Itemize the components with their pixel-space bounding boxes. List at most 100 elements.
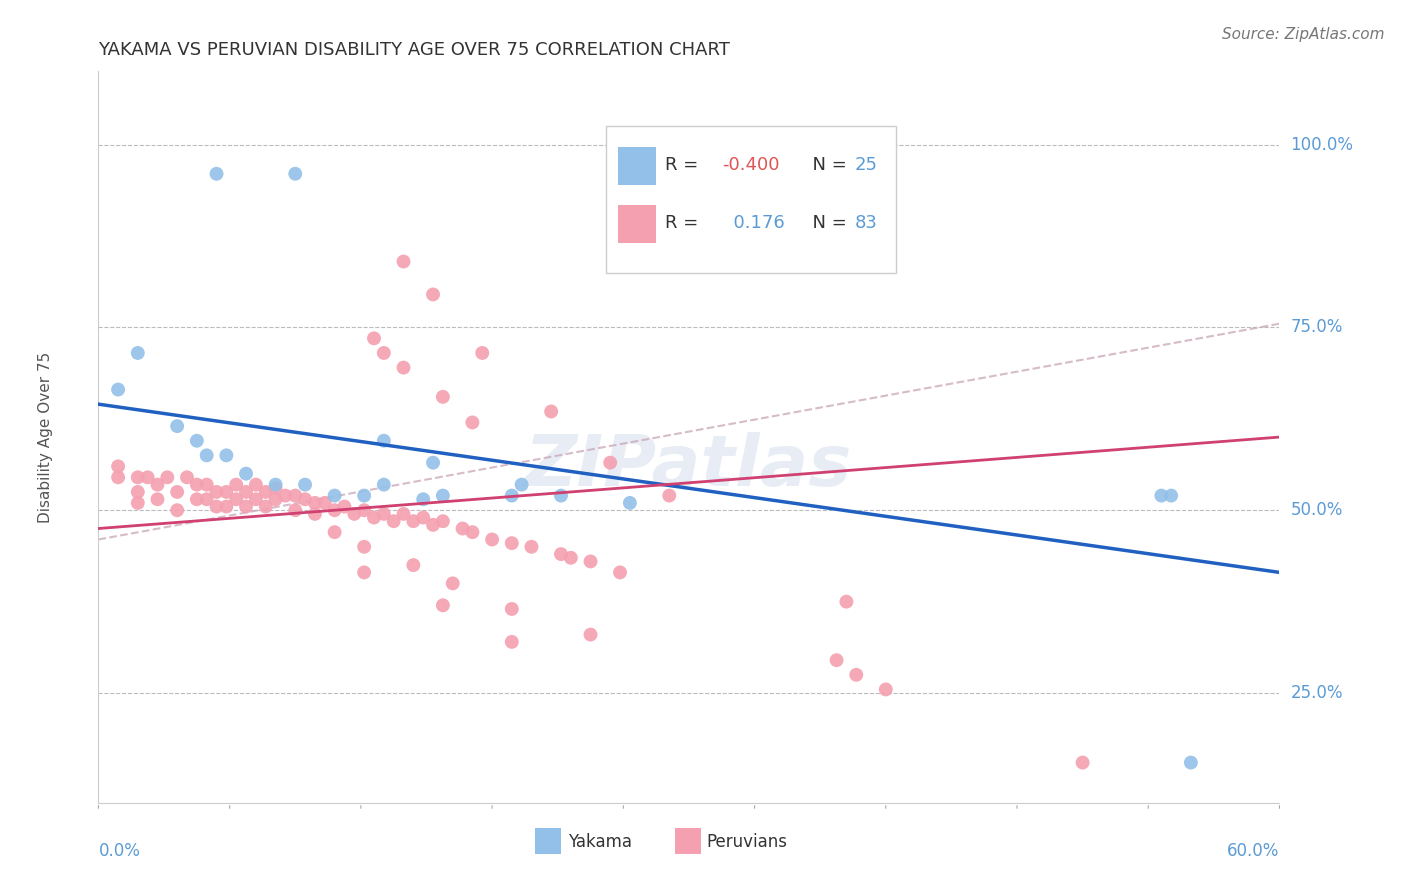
Point (471, 346, 494, 360)
Point (579, 554, 602, 568)
Point (323, 525, 346, 540)
Point (225, 477, 247, 491)
Point (1150, 489, 1173, 503)
Point (658, 489, 681, 503)
Text: 0.176: 0.176 (723, 214, 785, 233)
Text: YAKAMA VS PERUVIAN DISABILITY AGE OVER 75 CORRELATION CHART: YAKAMA VS PERUVIAN DISABILITY AGE OVER 7… (98, 41, 730, 59)
Point (422, 517, 444, 532)
Point (284, 489, 307, 503)
Point (314, 496, 336, 510)
Point (402, 514, 425, 528)
Point (343, 507, 366, 521)
Point (520, 540, 543, 554)
Point (195, 449, 218, 463)
Text: -0.400: -0.400 (723, 156, 779, 174)
Point (195, 477, 218, 491)
Text: N =: N = (801, 156, 852, 174)
Point (579, 627, 602, 641)
Point (107, 383, 129, 397)
Point (835, 594, 858, 608)
Text: Peruvians: Peruvians (707, 832, 787, 851)
Point (373, 507, 395, 521)
Point (501, 602, 523, 616)
Point (599, 456, 621, 470)
Point (215, 485, 238, 500)
Point (127, 346, 149, 360)
Point (195, 492, 218, 507)
Point (186, 492, 208, 507)
Bar (675, 829, 700, 854)
Point (205, 500, 228, 514)
Text: N =: N = (801, 214, 852, 233)
Point (333, 500, 356, 514)
Point (609, 566, 631, 580)
Point (373, 477, 395, 491)
Point (225, 492, 247, 507)
Point (875, 682, 897, 697)
Point (412, 510, 434, 524)
Point (176, 470, 198, 484)
Point (166, 485, 188, 500)
Point (215, 500, 238, 514)
Bar (536, 829, 561, 854)
Text: 0.0%: 0.0% (98, 842, 141, 860)
Text: Source: ZipAtlas.com: Source: ZipAtlas.com (1222, 27, 1385, 42)
Point (107, 459, 129, 474)
Point (156, 470, 179, 484)
Text: Disability Age Over 75: Disability Age Over 75 (38, 351, 53, 523)
Point (245, 492, 267, 507)
Text: Yakama: Yakama (568, 832, 633, 851)
Text: 25.0%: 25.0% (1291, 684, 1343, 702)
Point (550, 489, 572, 503)
Point (353, 566, 375, 580)
Point (264, 481, 287, 495)
Point (402, 558, 425, 573)
Text: R =: R = (665, 214, 704, 233)
Point (274, 489, 297, 503)
Point (323, 489, 346, 503)
Point (254, 500, 277, 514)
Text: 100.0%: 100.0% (1291, 136, 1354, 153)
Point (235, 500, 257, 514)
Point (825, 653, 848, 667)
Point (294, 477, 316, 491)
Point (363, 510, 385, 524)
Point (186, 477, 208, 491)
Text: R =: R = (665, 156, 704, 174)
Point (432, 599, 454, 613)
Point (422, 456, 444, 470)
Point (107, 470, 129, 484)
Point (235, 467, 257, 481)
Point (294, 492, 316, 507)
Text: ZIPatlas: ZIPatlas (526, 432, 852, 500)
Point (323, 503, 346, 517)
Point (127, 485, 149, 500)
Point (432, 489, 454, 503)
FancyBboxPatch shape (606, 126, 896, 273)
Point (373, 434, 395, 448)
Point (127, 496, 149, 510)
Point (451, 521, 474, 535)
Point (1071, 756, 1094, 770)
Point (215, 449, 238, 463)
Point (392, 360, 415, 375)
Point (550, 547, 572, 561)
Bar (619, 205, 655, 244)
Bar (619, 146, 655, 185)
Point (441, 576, 464, 591)
Point (284, 503, 307, 517)
Point (501, 489, 523, 503)
Text: 25: 25 (855, 156, 877, 174)
Point (304, 507, 326, 521)
Point (510, 477, 533, 491)
Point (245, 477, 267, 491)
Point (353, 540, 375, 554)
Point (363, 331, 385, 345)
Point (540, 404, 562, 418)
Point (166, 503, 188, 517)
Point (146, 492, 169, 507)
Point (264, 477, 287, 491)
Point (412, 492, 434, 507)
Point (205, 167, 228, 181)
Text: 83: 83 (855, 214, 877, 233)
